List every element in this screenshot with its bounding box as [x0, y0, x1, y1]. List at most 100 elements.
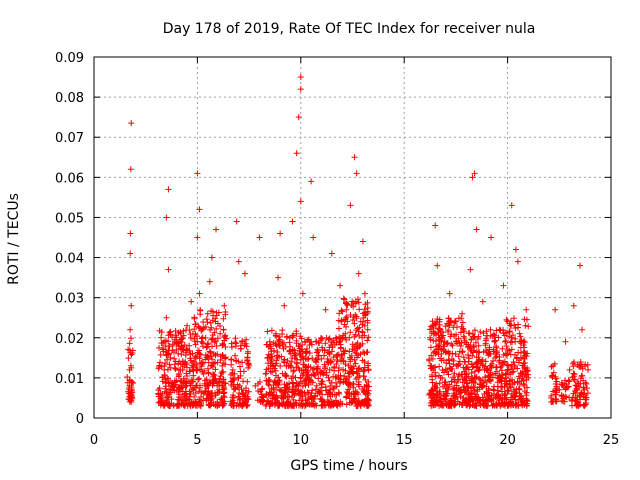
data-point — [208, 336, 215, 343]
data-point — [463, 364, 470, 371]
data-point — [268, 348, 275, 355]
data-point — [183, 345, 190, 352]
data-point — [304, 400, 311, 407]
data-point — [448, 341, 455, 348]
data-point — [444, 328, 451, 335]
data-point — [574, 378, 581, 385]
data-point — [470, 334, 477, 341]
data-point — [351, 154, 358, 161]
data-point — [464, 398, 471, 405]
data-point — [236, 397, 243, 404]
data-point — [295, 343, 302, 350]
data-point — [309, 387, 316, 394]
data-point — [242, 397, 249, 404]
data-point — [569, 396, 576, 403]
data-point — [469, 331, 476, 338]
data-point — [469, 174, 476, 181]
data-point — [288, 358, 295, 365]
data-point — [429, 391, 436, 398]
data-point — [161, 372, 168, 379]
data-point — [566, 366, 573, 373]
data-point — [455, 315, 462, 322]
data-point — [306, 349, 313, 356]
data-point — [510, 368, 517, 375]
data-point — [509, 332, 516, 339]
data-point — [364, 362, 371, 369]
data-point — [519, 401, 526, 408]
data-point — [497, 377, 504, 384]
data-point — [233, 357, 240, 364]
data-point — [219, 342, 226, 349]
data-point — [365, 366, 372, 373]
data-point — [506, 383, 513, 390]
data-point — [550, 388, 557, 395]
data-point — [209, 356, 216, 363]
data-point — [553, 398, 560, 405]
data-point — [354, 296, 361, 303]
data-point — [569, 360, 576, 367]
data-point — [187, 402, 194, 409]
data-point — [181, 378, 188, 385]
data-point — [480, 362, 487, 369]
data-point — [333, 383, 340, 390]
data-point — [244, 356, 251, 363]
x-axis-label: GPS time / hours — [290, 458, 407, 474]
data-point — [286, 334, 293, 341]
data-point — [451, 370, 458, 377]
data-point — [502, 338, 509, 345]
data-point — [315, 352, 322, 359]
data-point — [521, 355, 528, 362]
data-point — [192, 398, 199, 405]
data-point — [297, 86, 304, 93]
data-point — [496, 353, 503, 360]
data-point — [175, 340, 182, 347]
data-point — [436, 388, 443, 395]
data-point — [186, 388, 193, 395]
data-point — [293, 330, 300, 337]
data-point — [356, 306, 363, 313]
data-point — [347, 358, 354, 365]
data-point — [359, 329, 366, 336]
data-point — [507, 339, 514, 346]
data-point — [443, 400, 450, 407]
data-point — [209, 336, 216, 343]
data-point — [342, 334, 349, 341]
data-point — [326, 349, 333, 356]
data-point — [364, 317, 371, 324]
data-point — [297, 198, 304, 205]
data-point — [364, 304, 371, 311]
data-point — [239, 401, 246, 408]
data-point — [191, 326, 198, 333]
data-point — [318, 378, 325, 385]
data-point — [430, 337, 437, 344]
data-point — [200, 370, 207, 377]
data-point — [173, 334, 180, 341]
data-point — [356, 372, 363, 379]
data-point — [127, 230, 134, 237]
data-point — [216, 382, 223, 389]
data-point — [449, 342, 456, 349]
data-point — [361, 358, 368, 365]
data-point — [449, 350, 456, 357]
data-point — [217, 356, 224, 363]
data-point — [485, 372, 492, 379]
data-point — [239, 390, 246, 397]
data-point — [348, 302, 355, 309]
data-point — [245, 388, 252, 395]
data-point — [230, 399, 237, 406]
data-point — [446, 381, 453, 388]
data-point — [273, 333, 280, 340]
data-point — [500, 282, 507, 289]
data-point — [576, 262, 583, 269]
data-point — [305, 336, 312, 343]
data-point — [553, 383, 560, 390]
data-point — [365, 334, 372, 341]
data-point — [126, 366, 133, 373]
data-point — [498, 384, 505, 391]
data-point — [438, 350, 445, 357]
data-point — [221, 389, 228, 396]
data-point — [220, 315, 227, 322]
data-point — [457, 393, 464, 400]
data-point — [364, 337, 371, 344]
data-point — [482, 347, 489, 354]
